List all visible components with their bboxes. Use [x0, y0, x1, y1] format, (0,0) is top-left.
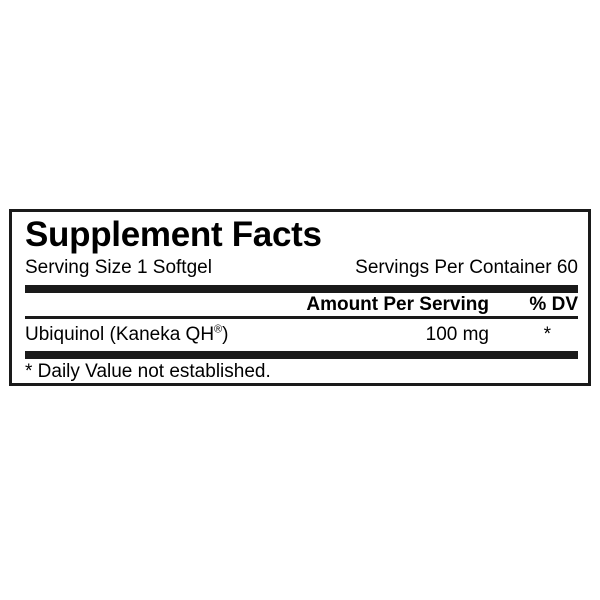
amount-per-serving-header: Amount Per Serving — [306, 294, 489, 315]
panel-title: Supplement Facts — [25, 215, 322, 254]
ingredient-amount: 100 mg — [425, 324, 489, 345]
supplement-facts-panel: Supplement Facts Serving Size 1 Softgel … — [9, 209, 591, 386]
rule-below-column-headers — [25, 316, 578, 319]
ingredient-daily-value: * — [543, 324, 551, 345]
serving-size-text: Serving Size 1 Softgel — [25, 257, 212, 278]
daily-value-footnote: * Daily Value not established. — [25, 361, 271, 382]
ingredient-name: Ubiquinol (Kaneka QH®) — [25, 322, 228, 348]
servings-per-container-text: Servings Per Container 60 — [355, 257, 578, 278]
table-row: Ubiquinol (Kaneka QH®) 100 mg * — [25, 322, 578, 348]
serving-info-row: Serving Size 1 Softgel Servings Per Cont… — [25, 257, 578, 279]
ingredient-name-suffix: ) — [222, 324, 229, 345]
percent-dv-header: % DV — [529, 294, 578, 315]
rule-below-ingredients — [25, 351, 578, 359]
rule-below-serving-info — [25, 285, 578, 293]
column-header-row: Amount Per Serving % DV — [25, 293, 578, 316]
ingredient-name-main: Ubiquinol (Kaneka QH — [25, 324, 215, 345]
registered-trademark-icon: ® — [214, 323, 223, 336]
panel-inner: Supplement Facts Serving Size 1 Softgel … — [25, 212, 578, 383]
